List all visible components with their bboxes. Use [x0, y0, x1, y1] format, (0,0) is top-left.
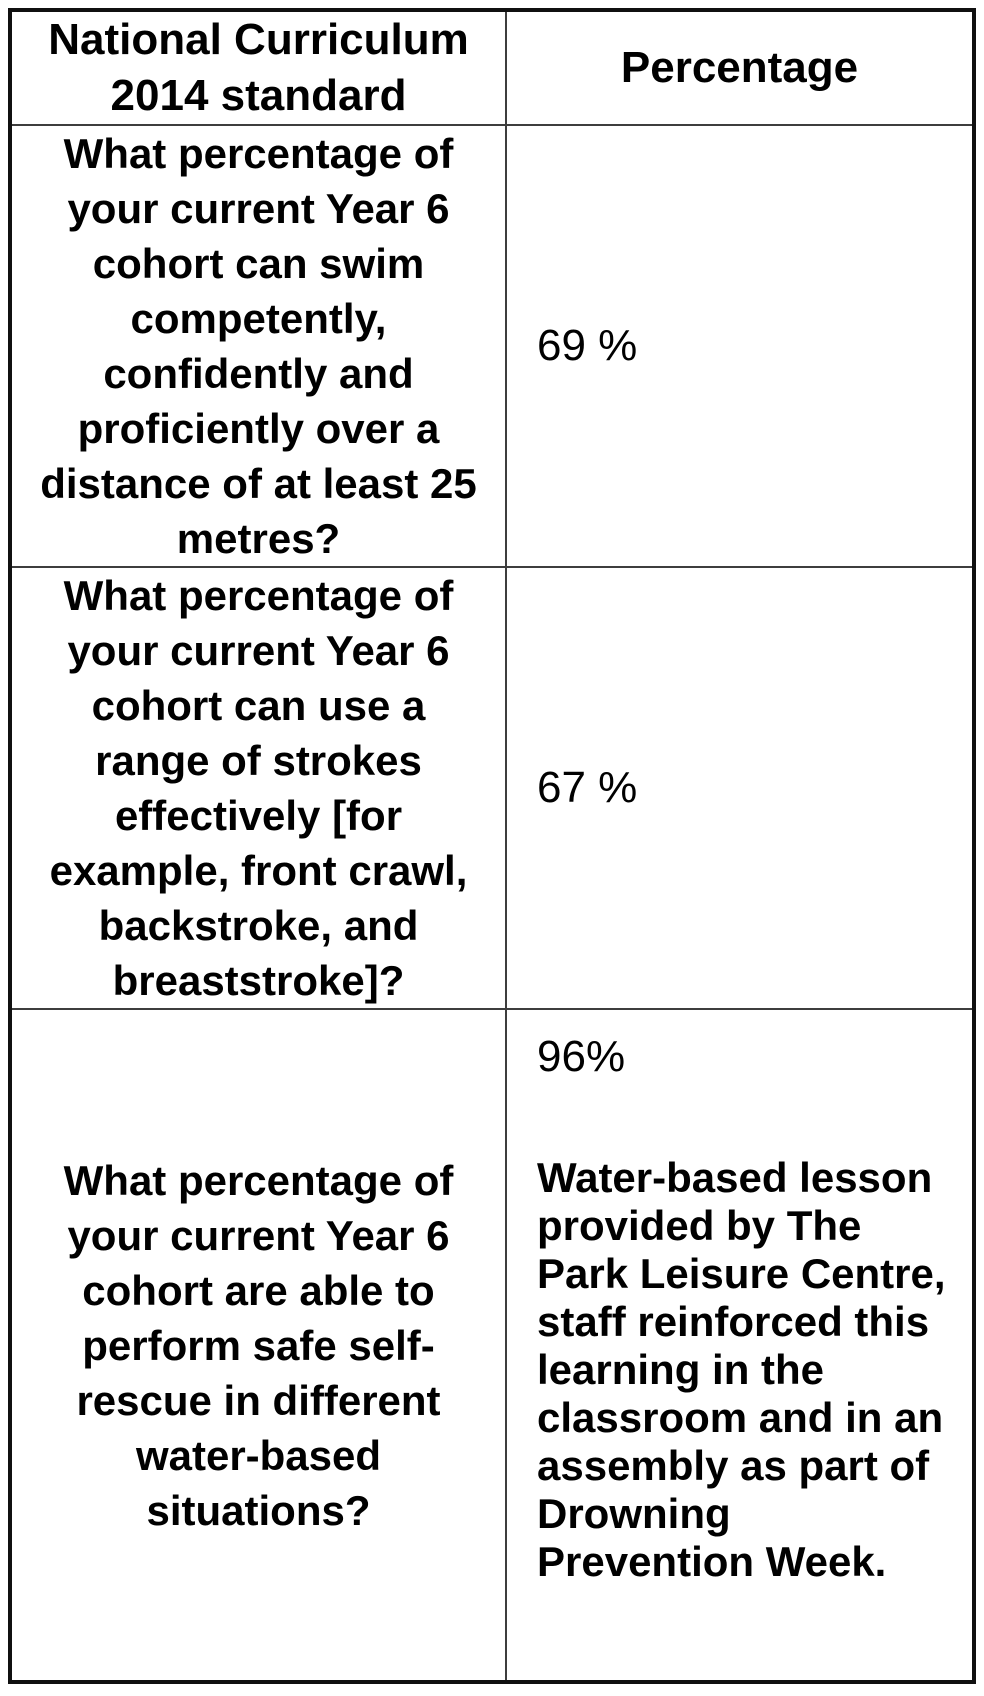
header-row: National Curriculum 2014 standard Percen… — [12, 12, 972, 126]
question-safe-self-rescue: What percentage of your current Year 6 c… — [12, 1009, 507, 1680]
header-percentage: Percentage — [506, 12, 972, 126]
note-water-based-lesson: Water-based lesson provided by The Park … — [537, 1154, 946, 1585]
value-range-of-strokes: 67 % — [506, 567, 972, 1010]
table-row: What percentage of your current Year 6 c… — [12, 567, 972, 1010]
question-range-of-strokes: What percentage of your current Year 6 c… — [12, 567, 507, 1010]
value-swim-25-metres: 69 % — [506, 125, 972, 568]
curriculum-swimming-table-frame: National Curriculum 2014 standard Percen… — [8, 8, 976, 1684]
table-row: What percentage of your current Year 6 c… — [12, 125, 972, 568]
curriculum-swimming-table: National Curriculum 2014 standard Percen… — [12, 12, 972, 1680]
table-row: What percentage of your current Year 6 c… — [12, 1009, 972, 1680]
header-standard: National Curriculum 2014 standard — [12, 12, 507, 126]
value-safe-self-rescue-cell: 96% Water-based lesson provided by The P… — [506, 1009, 972, 1680]
question-swim-25-metres: What percentage of your current Year 6 c… — [12, 125, 507, 568]
value-safe-self-rescue: 96% — [537, 1032, 626, 1081]
